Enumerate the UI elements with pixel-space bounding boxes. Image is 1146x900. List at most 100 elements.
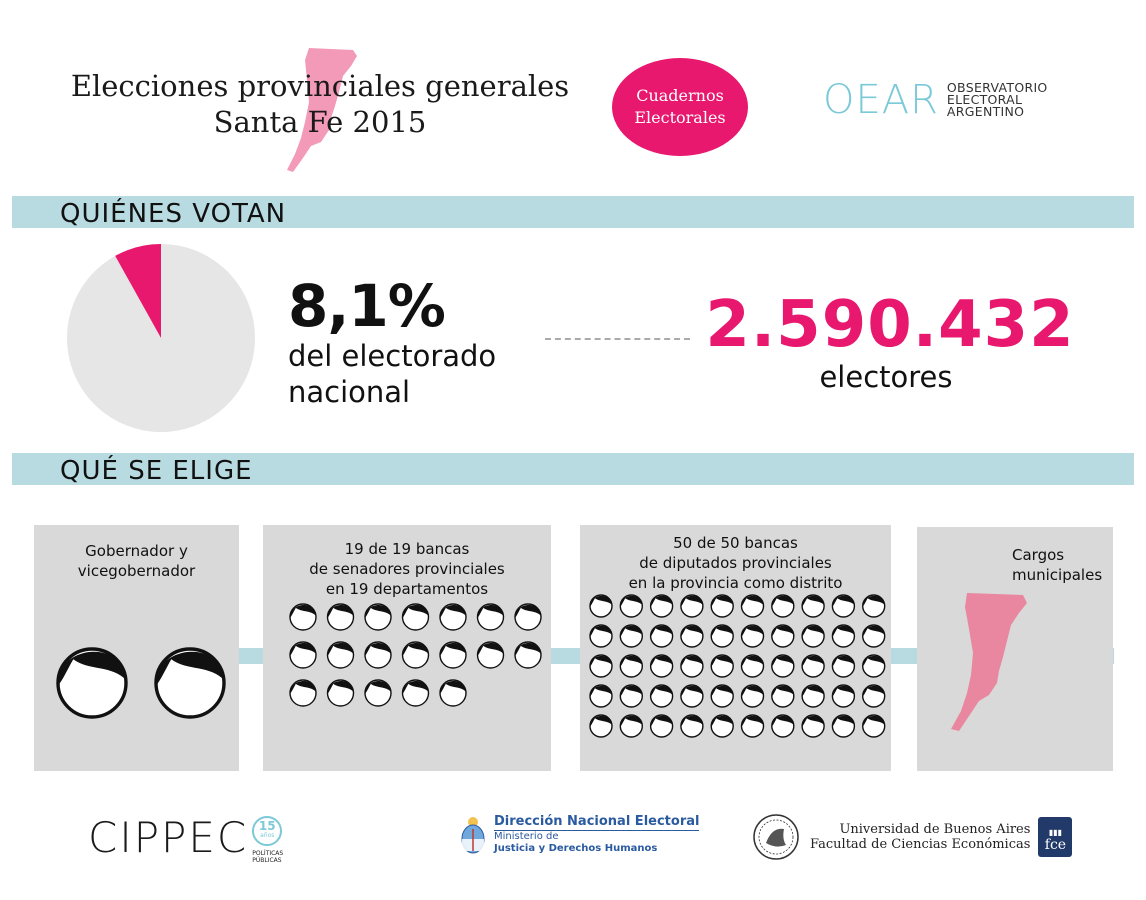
head-icon xyxy=(680,624,704,648)
head-icon xyxy=(771,654,795,678)
head-icon xyxy=(862,594,886,618)
head-icon xyxy=(589,654,613,678)
dne-line-1: Dirección Nacional Electoral xyxy=(494,814,700,831)
head-icon xyxy=(589,714,613,738)
head-icon xyxy=(801,624,825,648)
cippec-subtitle: POLÍTICAS PÚBLICAS xyxy=(252,850,283,864)
head-icon xyxy=(619,714,643,738)
section-band-que: QUÉ SE ELIGE xyxy=(12,453,1134,486)
head-icon xyxy=(680,684,704,708)
cippec-wordmark: CIPPEC xyxy=(88,813,249,862)
head-icon xyxy=(401,603,430,631)
dne-text: Dirección Nacional Electoral Ministerio … xyxy=(494,814,700,855)
uba-seal-icon xyxy=(753,814,799,860)
box3-line-3: en la provincia como distrito xyxy=(628,574,843,592)
section-title-quienes: QUIÉNES VOTAN xyxy=(60,199,287,229)
head-icon xyxy=(476,603,505,631)
box2-line-2: de senadores provinciales xyxy=(309,560,505,578)
cuadernos-electorales-badge: Cuadernos Electorales xyxy=(612,58,748,156)
head-icon xyxy=(740,594,765,618)
head-icon xyxy=(771,624,795,648)
electors-number: 2.590.432 xyxy=(705,288,1075,362)
oear-line-1: OBSERVATORIO xyxy=(946,80,1048,95)
santa-fe-map-municipal-icon xyxy=(951,593,1027,731)
percent-desc-line-2: nacional xyxy=(288,375,411,409)
percent-value: 8,1% xyxy=(288,272,446,340)
head-icon xyxy=(680,714,704,738)
box-diputados-label: 50 de 50 bancas de diputados provinciale… xyxy=(580,533,891,593)
head-icon xyxy=(401,641,430,669)
oear-line-2: ELECTORAL xyxy=(946,92,1023,107)
head-icon xyxy=(589,594,613,618)
uba-line-2: Facultad de Ciencias Económicas xyxy=(810,837,1031,852)
argentina-coat-of-arms-icon xyxy=(461,816,485,853)
head-icon xyxy=(801,684,825,708)
cippec-anniversary: 15 años POLÍTICAS PÚBLICAS xyxy=(252,816,283,864)
head-icon xyxy=(326,679,355,707)
electors-label: electores xyxy=(819,360,953,394)
head-icon xyxy=(801,654,825,678)
head-icon xyxy=(619,684,643,708)
page-title: Elecciones provinciales generales Santa … xyxy=(60,68,580,140)
head-icon xyxy=(326,603,355,631)
head-icon xyxy=(740,624,765,648)
oear-mark: OEAR xyxy=(823,77,939,123)
cippec-logo: CIPPEC 15 años POLÍTICAS PÚBLICAS xyxy=(88,813,283,865)
head-icon xyxy=(439,679,467,707)
head-icon xyxy=(619,594,643,618)
dne-line-3: Justicia y Derechos Humanos xyxy=(494,843,658,854)
head-icon xyxy=(862,624,886,648)
head-icon xyxy=(439,641,467,669)
box-gobernador: Gobernador y vicegobernador xyxy=(34,525,239,771)
pie-slice-santa-fe xyxy=(115,244,161,338)
box4-line-1: Cargos xyxy=(1012,546,1065,564)
fce-badge: ▮▮▮ fce xyxy=(1038,817,1073,857)
head-icon xyxy=(649,624,674,648)
head-icon xyxy=(771,684,795,708)
head-icon xyxy=(831,714,856,738)
head-icon xyxy=(862,654,886,678)
head-icon xyxy=(710,624,734,648)
dashed-divider xyxy=(545,338,690,340)
head-icon xyxy=(439,603,467,631)
head-icon xyxy=(649,594,674,618)
uba-logo: Universidad de Buenos Aires Facultad de … xyxy=(752,813,1073,861)
pie-chart xyxy=(67,244,255,432)
head-icon xyxy=(710,714,734,738)
head-icon xyxy=(289,641,317,669)
box-municipales-label: Cargos municipales xyxy=(1012,545,1102,585)
box1-line-2: vicegobernador xyxy=(77,562,196,580)
badge-line-2: Electorales xyxy=(634,108,726,127)
heads-senadores xyxy=(289,603,542,707)
percent-description: del electorado nacional xyxy=(288,338,496,410)
head-icon xyxy=(680,654,704,678)
section-title-que: QUÉ SE ELIGE xyxy=(60,456,253,486)
dne-line-2: Ministerio de xyxy=(494,831,559,842)
head-icon xyxy=(514,641,542,669)
head-icon xyxy=(589,624,613,648)
heads-diputados xyxy=(589,594,886,738)
head-icon xyxy=(771,714,795,738)
head-icon xyxy=(801,594,825,618)
head-icon xyxy=(476,641,505,669)
head-icon xyxy=(154,647,226,719)
head-icon xyxy=(862,684,886,708)
percent-desc-line-1: del electorado xyxy=(288,339,497,373)
box2-line-1: 19 de 19 bancas xyxy=(344,540,470,558)
uba-line-1: Universidad de Buenos Aires xyxy=(839,822,1031,837)
head-icon xyxy=(831,684,856,708)
title-line-1: Elecciones provinciales generales xyxy=(70,69,570,103)
box4-line-2: municipales xyxy=(1012,566,1103,584)
oear-logo: OEAR OBSERVATORIO ELECTORAL ARGENTINO xyxy=(823,78,1048,122)
fce-label: fce xyxy=(1044,837,1067,853)
cippec-15-badge: 15 años xyxy=(252,816,283,846)
head-icon xyxy=(831,594,856,618)
head-icon xyxy=(710,684,734,708)
head-icon xyxy=(364,641,392,669)
head-icon xyxy=(740,714,765,738)
head-icon xyxy=(514,603,542,631)
box2-line-3: en 19 departamentos xyxy=(325,580,489,598)
head-icon xyxy=(56,647,128,719)
box1-line-1: Gobernador y xyxy=(85,542,188,560)
badge-line-1: Cuadernos xyxy=(636,86,724,105)
